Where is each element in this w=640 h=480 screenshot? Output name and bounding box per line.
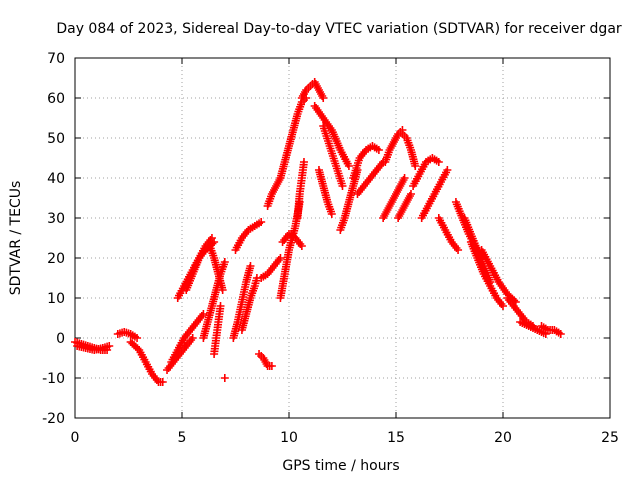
y-tick-label: 40 <box>47 171 65 187</box>
series-arc-26 <box>319 122 347 190</box>
series-arc-29 <box>353 158 388 198</box>
data-point <box>257 218 266 226</box>
data-point <box>218 286 227 294</box>
x-axis-ticks: 0 5 10 15 20 25 <box>71 58 619 446</box>
series-arc-20 <box>278 230 306 250</box>
y-tick-label: 0 <box>56 331 65 347</box>
series-arc-35 <box>417 166 452 222</box>
series-arc-22 <box>297 78 328 102</box>
series-arc-23 <box>310 102 353 170</box>
series-arc-15 <box>237 274 261 334</box>
data-point <box>210 238 219 246</box>
x-tick-label: 5 <box>178 430 187 446</box>
series-arc-04 <box>126 338 167 386</box>
series-arc-02 <box>73 342 114 354</box>
series-arc-16 <box>255 350 276 370</box>
x-tick-label: 20 <box>494 430 512 446</box>
series-arc-43 <box>537 322 565 338</box>
series-arc-14 <box>231 218 266 254</box>
y-axis-label: SDTVAR / TECUs <box>8 181 24 296</box>
series-arc-25 <box>314 166 336 218</box>
data-point <box>297 242 306 250</box>
data-point <box>499 302 507 310</box>
series-arc-21 <box>276 94 311 182</box>
series-arc-42 <box>516 318 550 338</box>
data-point <box>556 330 565 338</box>
series-arc-33 <box>394 190 415 222</box>
series-arc-28 <box>349 142 383 182</box>
series-arc-36 <box>434 214 463 254</box>
x-axis-label: GPS time / hours <box>282 458 399 474</box>
series-arc-10 <box>205 242 227 294</box>
y-tick-label: 20 <box>47 251 65 267</box>
series-arc-39 <box>466 238 507 310</box>
series-arc-06 <box>167 310 208 366</box>
data-point <box>158 378 167 386</box>
series-arc-11 <box>210 302 225 358</box>
data-point <box>220 258 229 266</box>
data-point <box>246 262 255 270</box>
series-arc-24 <box>293 158 308 222</box>
y-axis-ticks: -20 -10 0 10 20 30 40 50 60 70 <box>42 51 610 427</box>
data-point <box>454 246 463 254</box>
chart-title: Day 084 of 2023, Sidereal Day-to-day VTE… <box>56 21 622 37</box>
y-tick-label: -10 <box>42 371 65 387</box>
data-point <box>411 162 420 170</box>
y-tick-label: 50 <box>47 131 65 147</box>
data-point <box>374 146 383 154</box>
series-arc-34 <box>409 154 443 190</box>
series-arc-30 <box>381 126 407 166</box>
series-arc-31 <box>379 174 409 222</box>
data-point <box>434 158 443 166</box>
data-points <box>71 78 565 386</box>
data-point <box>299 158 308 166</box>
data-point <box>406 190 415 198</box>
data-point <box>267 362 276 370</box>
data-point <box>105 342 114 350</box>
data-point <box>216 302 225 310</box>
data-point <box>188 334 197 342</box>
y-tick-label: 30 <box>47 211 65 227</box>
data-point <box>276 254 285 262</box>
series-arc-17 <box>257 254 285 282</box>
series-arc-38 <box>460 214 495 286</box>
data-point <box>400 174 409 182</box>
y-tick-label: -20 <box>42 411 65 427</box>
plot-frame <box>74 57 611 419</box>
y-tick-label: 10 <box>47 291 65 307</box>
series-arc-27 <box>336 166 362 234</box>
x-tick-label: 25 <box>601 430 619 446</box>
data-point <box>443 166 452 174</box>
x-tick-label: 10 <box>280 430 298 446</box>
data-point <box>338 182 347 190</box>
y-tick-label: 60 <box>47 91 65 107</box>
data-point <box>199 310 208 318</box>
grid-lines <box>75 58 610 418</box>
x-tick-label: 15 <box>387 430 405 446</box>
x-tick-label: 0 <box>71 430 80 446</box>
data-point <box>344 162 353 170</box>
y-tick-label: 70 <box>47 51 65 67</box>
data-point <box>327 210 336 218</box>
data-point <box>133 334 142 342</box>
series-arc-12 <box>220 374 229 382</box>
series-arc-32 <box>398 130 420 170</box>
data-point <box>319 94 328 102</box>
data-point <box>220 374 229 382</box>
series-arc-18 <box>263 174 285 210</box>
series-arc-13 <box>229 262 255 342</box>
series-arc-03 <box>113 328 142 342</box>
